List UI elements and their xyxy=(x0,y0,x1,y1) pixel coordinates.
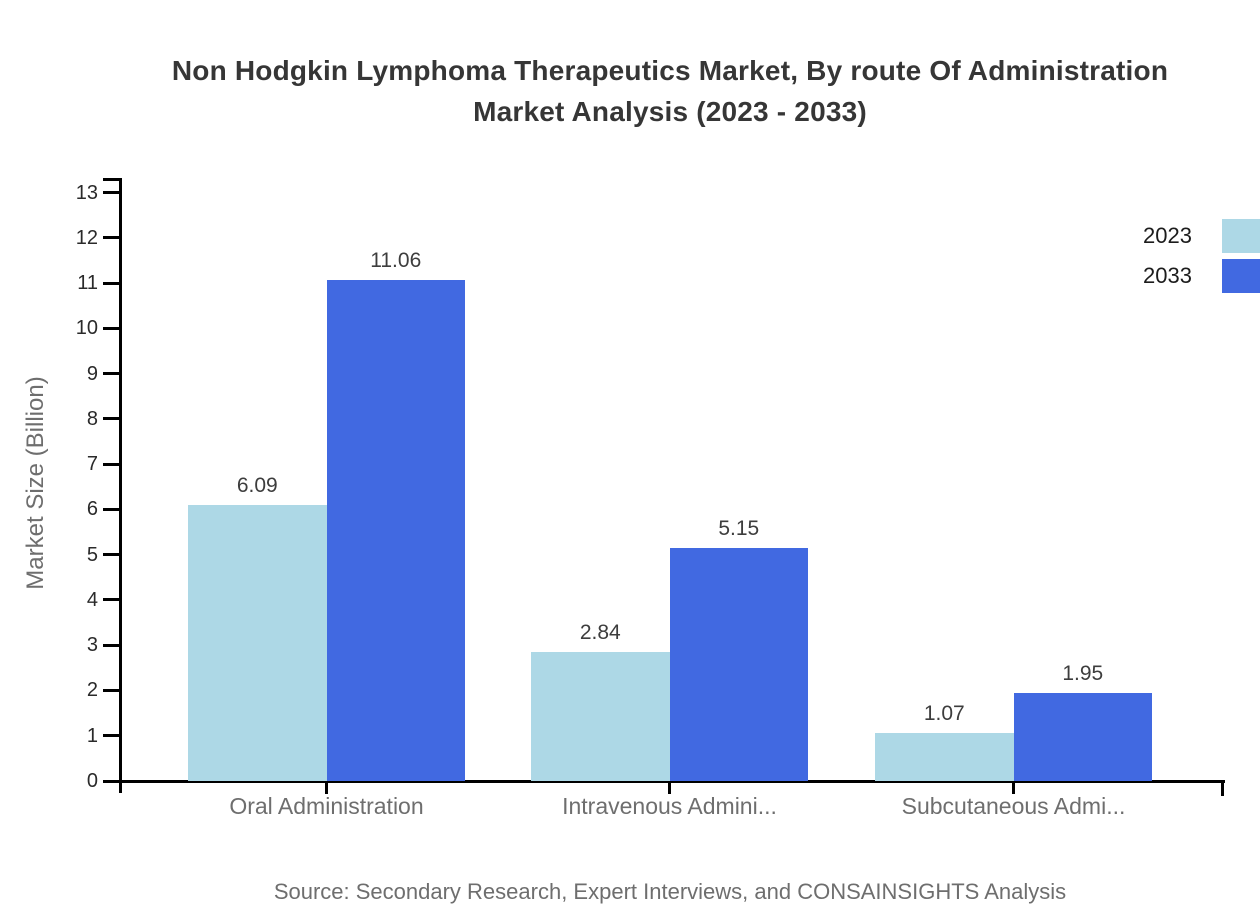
y-tick-label-3: 3 xyxy=(86,634,98,657)
legend-label-2033: 2033 xyxy=(1143,263,1192,288)
y-tick-label-10: 10 xyxy=(75,317,98,340)
y-tick-7 xyxy=(103,462,119,466)
category-label-oral-administration: Oral Administration xyxy=(229,793,424,819)
legend: 2023 2033 xyxy=(1143,219,1260,293)
source-note: Source: Secondary Research, Expert Inter… xyxy=(273,879,1067,904)
y-tick-6 xyxy=(103,507,119,511)
y-tick-label-11: 11 xyxy=(77,272,98,295)
x-tick-oral-administration xyxy=(325,781,328,794)
bar-2023-oral-administration xyxy=(188,505,327,781)
y-tick-label-4: 4 xyxy=(86,588,98,611)
bar-2023-subcutaneous-admi xyxy=(875,732,1014,781)
y-tick-4 xyxy=(103,598,119,602)
legend-swatch-2033 xyxy=(1222,259,1260,293)
category-label-intravenous-admini: Intravenous Admini... xyxy=(562,793,777,819)
y-tick-12 xyxy=(103,236,119,240)
bar-2033-intravenous-admini xyxy=(669,547,808,781)
value-label-2033-subcutaneous-admi: 1.95 xyxy=(1062,661,1104,685)
y-tick-label-2: 2 xyxy=(86,679,98,702)
y-tick-label-0: 0 xyxy=(86,770,98,792)
legend-item-2033: 2033 xyxy=(1143,259,1260,293)
y-tick-label-1: 1 xyxy=(86,724,98,747)
y-tick-0 xyxy=(103,779,119,783)
bar-2033-oral-administration xyxy=(326,280,465,781)
chart-title-line-2: Market Analysis (2023 - 2033) xyxy=(473,96,867,127)
y-tick-label-12: 12 xyxy=(75,226,98,249)
chart-title-line-1: Non Hodgkin Lymphoma Therapeutics Market… xyxy=(171,55,1169,86)
category-label-subcutaneous-admi: Subcutaneous Admi... xyxy=(901,793,1126,819)
y-tick-label-7: 7 xyxy=(86,453,98,476)
y-tick-13 xyxy=(103,191,119,195)
y-tick-label-8: 8 xyxy=(86,407,98,430)
y-tick-label-13: 13 xyxy=(75,181,98,204)
y-tick-5 xyxy=(103,553,119,557)
y-tick-3 xyxy=(103,643,119,647)
value-label-2023-subcutaneous-admi: 1.07 xyxy=(923,701,965,725)
y-axis-line xyxy=(118,178,122,793)
y-tick-label-6: 6 xyxy=(86,498,98,521)
y-tick-label-5: 5 xyxy=(86,543,98,566)
legend-label-2023: 2023 xyxy=(1143,223,1192,248)
bar-2023-intravenous-admini xyxy=(531,652,670,781)
y-tick-label-9: 9 xyxy=(86,362,98,385)
y-tick-8 xyxy=(103,417,119,421)
y-tick-10 xyxy=(103,326,119,330)
y-tick-2 xyxy=(103,688,119,692)
value-label-2023-intravenous-admini: 2.84 xyxy=(579,621,621,645)
y-axis-end-cap xyxy=(103,178,119,181)
x-tick-intravenous-admini xyxy=(668,781,671,794)
x-tick-subcutaneous-admi xyxy=(1012,781,1015,794)
y-tick-11 xyxy=(103,281,119,285)
y-tick-1 xyxy=(103,734,119,738)
value-label-2033-oral-administration: 11.06 xyxy=(370,249,422,273)
chart-title: Non Hodgkin Lymphoma Therapeutics Market… xyxy=(80,50,1260,132)
value-label-2033-intravenous-admini: 5.15 xyxy=(718,516,760,540)
legend-swatch-2023 xyxy=(1222,219,1260,253)
value-label-2023-oral-administration: 6.09 xyxy=(236,474,278,498)
x-axis-line xyxy=(103,780,1225,783)
y-axis-title: Market Size (Billion) xyxy=(22,376,49,590)
legend-item-2023: 2023 xyxy=(1143,219,1260,253)
x-axis-end-tick xyxy=(1221,781,1224,796)
bar-2033-subcutaneous-admi xyxy=(1013,692,1152,781)
y-tick-9 xyxy=(103,372,119,376)
